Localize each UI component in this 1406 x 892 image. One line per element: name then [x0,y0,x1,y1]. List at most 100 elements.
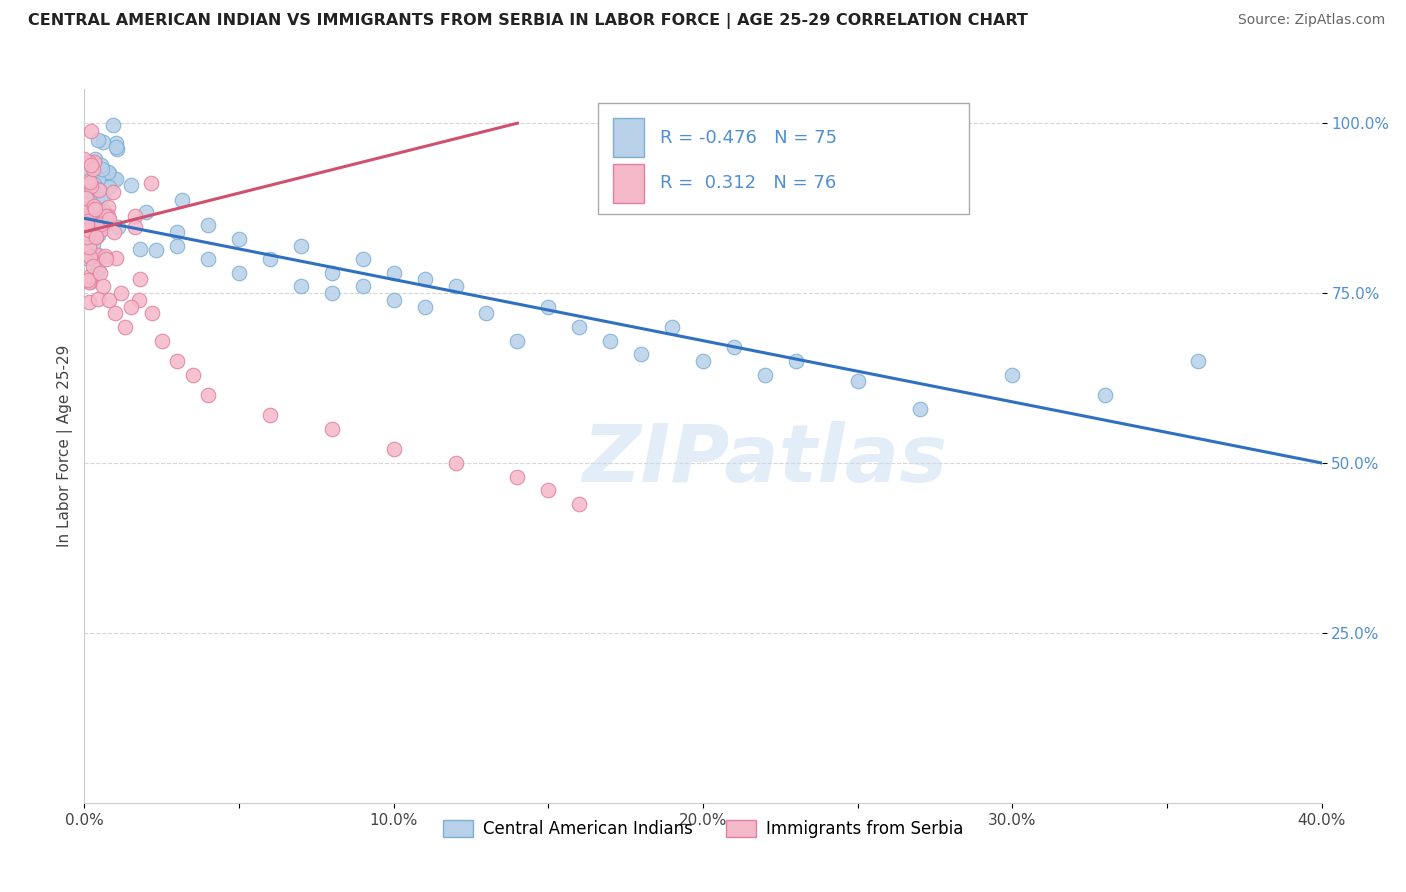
Point [105,172,128,186]
Text: R =  0.312   N = 76: R = 0.312 N = 76 [659,175,837,193]
Point [84,228,107,243]
Point [98,211,121,226]
Text: CENTRAL AMERICAN INDIAN VS IMMIGRANTS FROM SERBIA IN LABOR FORCE | AGE 25-29 COR: CENTRAL AMERICAN INDIAN VS IMMIGRANTS FR… [28,13,1028,29]
Point [96,200,118,214]
Point [76,218,98,232]
Point [87,228,110,243]
Point [129,272,152,286]
Point [79,250,101,264]
Point [77,295,100,310]
Point [568,320,591,334]
Point [91,135,114,149]
Bar [613,118,644,157]
Point [79,215,101,229]
Bar [613,164,644,203]
Point [181,368,204,382]
Point [79,124,101,138]
Point [91,279,114,293]
Point [352,252,374,266]
Point [105,140,128,154]
Point [107,220,129,235]
Point [321,422,343,436]
Point [321,266,343,280]
Point [444,279,467,293]
Point [568,497,591,511]
Point [908,401,931,416]
Point [105,251,128,265]
Point [77,273,100,287]
Point [105,142,128,156]
Point [103,172,125,186]
Point [77,223,100,237]
Point [83,253,105,268]
Point [87,247,110,261]
Point [150,334,173,348]
Point [75,191,97,205]
Point [83,227,105,241]
Point [87,292,110,306]
Point [290,279,312,293]
Point [75,247,97,261]
Point [96,209,118,223]
Point [475,306,498,320]
Point [139,176,162,190]
Point [124,209,146,223]
Point [382,293,405,307]
Point [259,252,281,266]
Point [382,266,405,280]
Point [145,243,167,257]
Point [506,469,529,483]
Point [290,238,312,252]
Point [197,252,219,266]
Point [101,119,124,133]
Point [120,178,142,193]
Point [98,166,121,180]
Point [141,306,163,320]
Point [84,152,107,166]
Point [84,229,107,244]
Point [76,252,98,266]
Point [661,320,683,334]
Point [79,179,101,194]
Point [76,184,98,198]
Point [506,334,529,348]
Point [114,320,136,334]
Point [98,293,121,307]
Point [166,354,188,368]
Point [83,198,105,212]
Point [599,334,621,348]
Point [321,286,343,301]
Point [197,388,219,402]
Point [76,214,98,228]
Point [754,368,776,382]
Point [1001,368,1024,382]
Point [83,202,105,216]
Point [692,354,714,368]
Point [86,174,108,188]
Point [93,203,115,218]
Point [73,226,96,240]
Point [82,161,104,176]
Point [91,189,114,203]
Point [352,279,374,293]
Point [104,136,127,151]
Point [87,176,110,190]
Point [97,165,120,179]
Point [79,203,101,218]
Bar [598,103,969,214]
Text: R = -0.476   N = 75: R = -0.476 N = 75 [659,128,837,146]
Point [104,306,127,320]
Point [87,133,110,147]
Point [83,177,105,191]
Point [128,242,150,256]
Point [101,185,124,199]
Point [80,229,103,244]
Point [87,248,110,262]
Point [630,347,652,361]
Point [172,194,194,208]
Point [79,158,101,172]
Point [77,223,100,237]
Point [82,204,104,219]
Point [87,203,110,218]
Point [79,200,101,214]
